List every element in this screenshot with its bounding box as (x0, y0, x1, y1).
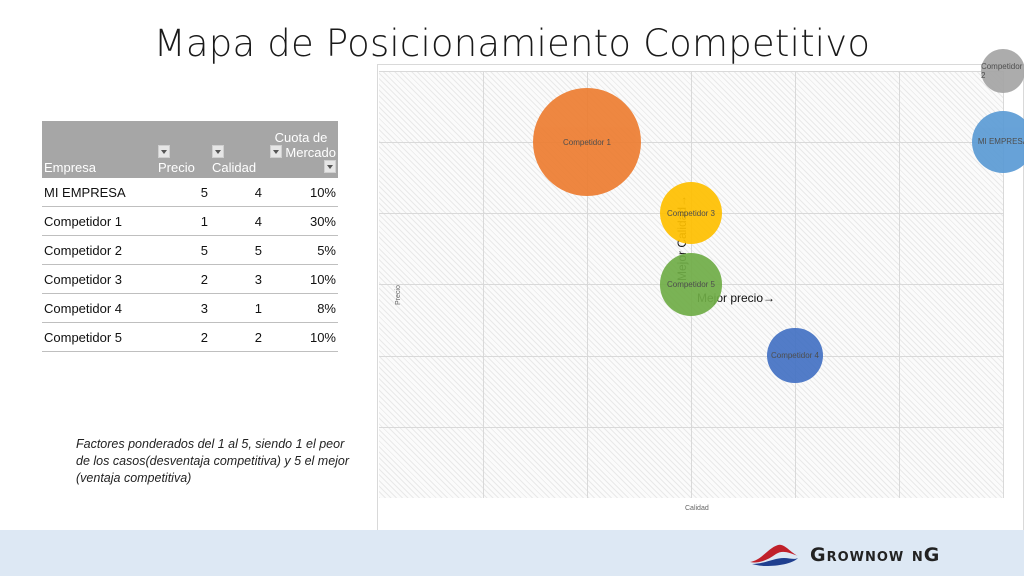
y-axis-title: Precio (395, 285, 402, 305)
cell-empresa: Competidor 4 (42, 293, 156, 323)
filter-dropdown-icon[interactable] (269, 145, 282, 158)
bubble-competidor-5[interactable]: Competidor 5 (659, 253, 723, 316)
header-cuota[interactable]: Cuota de Mercado (264, 121, 338, 178)
cell-precio: 3 (156, 293, 210, 323)
footer-band (0, 530, 1024, 576)
company-logo: Grownow nG (748, 540, 940, 570)
gridline-horizontal (379, 142, 1003, 143)
cell-empresa: MI EMPRESA (42, 178, 156, 207)
cell-calidad: 1 (210, 293, 264, 323)
cell-calidad: 2 (210, 322, 264, 352)
cell-precio: 5 (156, 235, 210, 265)
competitor-table: Empresa Precio Calidad Cuota de Mercado … (42, 121, 338, 352)
table-row: Competidor 1 1 4 30% (42, 206, 338, 236)
header-empresa: Empresa (42, 121, 156, 178)
cell-precio: 2 (156, 322, 210, 352)
header-calidad[interactable]: Calidad (210, 121, 264, 178)
gridline-horizontal (379, 70, 1003, 72)
cell-empresa: Competidor 3 (42, 264, 156, 294)
cell-cuota: 5% (264, 235, 338, 265)
slide-title: Mapa de Posicionamiento Competitivo (153, 22, 871, 65)
filter-dropdown-icon[interactable] (212, 145, 224, 158)
plot-area: Mejor Calidad→Mejor precio→MI EMPRESACom… (379, 48, 1024, 498)
cell-precio: 1 (156, 206, 210, 236)
table-row: Competidor 3 2 3 10% (42, 264, 338, 294)
table-header-row: Empresa Precio Calidad Cuota de Mercado (42, 121, 338, 178)
header-precio[interactable]: Precio (156, 121, 210, 178)
table-row: Competidor 2 5 5 5% (42, 235, 338, 265)
bubble-competidor-3[interactable]: Competidor 3 (659, 182, 723, 245)
bubble-mi-empresa[interactable]: MI EMPRESA (971, 110, 1024, 174)
cell-cuota: 10% (264, 264, 338, 294)
table-row: Competidor 4 3 1 8% (42, 293, 338, 323)
cell-cuota: 8% (264, 293, 338, 323)
cell-calidad: 3 (210, 264, 264, 294)
gridline-vertical (1003, 71, 1004, 498)
cell-calidad: 5 (210, 235, 264, 265)
cell-empresa: Competidor 2 (42, 235, 156, 265)
bubble-competidor-1[interactable]: Competidor 1 (533, 88, 641, 196)
cell-cuota: 30% (264, 206, 338, 236)
cell-cuota: 10% (264, 322, 338, 352)
gridline-horizontal (379, 355, 1003, 357)
x-axis-title: Calidad (685, 505, 709, 512)
cell-calidad: 4 (210, 178, 264, 207)
filter-dropdown-icon[interactable] (158, 145, 170, 158)
cell-calidad: 4 (210, 206, 264, 236)
filter-dropdown-icon[interactable] (324, 160, 336, 173)
bubble-competidor-4[interactable]: Competidor 4 (767, 327, 823, 384)
table-row: MI EMPRESA 5 4 10% (42, 178, 338, 207)
cell-cuota: 10% (264, 178, 338, 207)
cell-precio: 5 (156, 178, 210, 207)
gridline-horizontal (379, 426, 1003, 428)
table-row: Competidor 5 2 2 10% (42, 322, 338, 352)
cell-empresa: Competidor 5 (42, 322, 156, 352)
logo-wave-icon (750, 544, 798, 566)
bubble-chart: Mejor Calidad→Mejor precio→MI EMPRESACom… (377, 48, 1024, 538)
cell-empresa: Competidor 1 (42, 206, 156, 236)
cell-precio: 2 (156, 264, 210, 294)
bubble-competidor-2[interactable]: Competidor 2 (980, 48, 1024, 93)
weighting-note: Factores ponderados del 1 al 5, siendo 1… (76, 437, 350, 485)
